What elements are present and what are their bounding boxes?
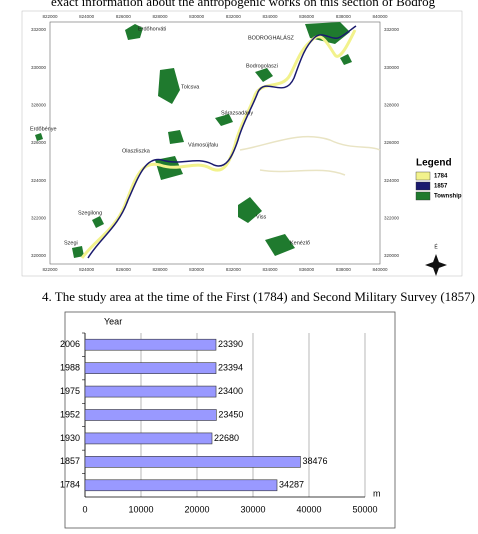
value-label: 23390	[218, 339, 243, 349]
map-x-label: 832000	[226, 14, 242, 19]
value-label: 22680	[214, 433, 239, 443]
x-tick-label: 40000	[296, 504, 321, 514]
bar	[84, 432, 213, 445]
river-1784	[80, 29, 357, 259]
map-y-label: 326000	[31, 140, 47, 145]
map-x-label: 836000	[299, 267, 315, 272]
map-x-label: 830000	[189, 14, 205, 19]
map-x-label: 840000	[372, 14, 388, 19]
x-tick-label: 30000	[240, 504, 265, 514]
legend-swatch	[415, 171, 431, 181]
place-label: Sárazsadány	[221, 110, 253, 116]
legend-label: 1857	[434, 184, 448, 190]
y-axis-title: Year	[104, 316, 122, 326]
map-y-label: 326000	[384, 140, 400, 145]
map-x-label: 826000	[116, 14, 132, 19]
map-x-label: 830000	[189, 267, 205, 272]
map-y-label: 322000	[384, 216, 400, 221]
bar	[84, 362, 217, 374]
legend-swatch	[415, 181, 431, 191]
map-y-label: 330000	[384, 65, 400, 70]
value-label: 23450	[218, 409, 243, 419]
caption: 4. The study area at the time of the Fir…	[42, 289, 475, 304]
y-tick-label: 1784	[60, 480, 80, 490]
map-y-label: 328000	[384, 103, 400, 108]
value-label: 23400	[218, 386, 243, 396]
map-x-label: 832000	[226, 267, 242, 272]
y-tick-label: 1857	[60, 456, 80, 466]
map-y-label: 330000	[31, 65, 47, 70]
map-x-label: 828000	[152, 14, 168, 19]
legend-swatch	[415, 191, 431, 201]
place-label: Kenézlő	[290, 240, 310, 246]
x-tick-label: 0	[82, 504, 87, 514]
map-x-label: 826000	[116, 267, 132, 272]
bar	[84, 479, 278, 492]
place-label: Olaszliszka	[122, 148, 151, 154]
top-text: exact information about the antropogenic…	[51, 0, 436, 9]
map-x-label: 822000	[42, 267, 58, 272]
map-y-label: 332000	[384, 27, 400, 32]
bar	[84, 385, 217, 398]
map-x-label: 824000	[79, 267, 95, 272]
map-y-label: 324000	[384, 178, 400, 183]
map-x-label: 836000	[299, 14, 315, 19]
map-frame	[49, 21, 381, 265]
y-tick-label: 2006	[60, 339, 80, 349]
y-tick-label: 1930	[60, 433, 80, 443]
compass-label: É	[434, 243, 438, 250]
legend-label: Township	[434, 194, 462, 200]
value-label: 23394	[218, 363, 243, 373]
x-tick-label: 50000	[352, 504, 377, 514]
river-1857	[87, 25, 357, 259]
bar	[84, 338, 217, 351]
map-x-label: 838000	[336, 14, 352, 19]
map-x-label: 828000	[152, 267, 168, 272]
y-tick-label: 1988	[60, 363, 80, 373]
map-y-label: 324000	[31, 178, 47, 183]
map-y-label: 328000	[31, 103, 47, 108]
map-x-label: 824000	[79, 14, 95, 19]
compass: É	[425, 243, 447, 276]
place-label: Szegilong	[78, 210, 102, 216]
legend-label: 1784	[434, 174, 448, 180]
bar	[84, 409, 217, 421]
place-label: BODROGHALÁSZ	[248, 34, 294, 41]
place-label: Szegi	[64, 240, 78, 246]
place-label: Erdőbénye	[30, 126, 57, 132]
x-tick-label: 20000	[184, 504, 209, 514]
map-x-label: 834000	[262, 14, 278, 19]
place-label: Vámosújfalu	[188, 142, 218, 148]
legend-items: 1784 1857 Township	[415, 171, 462, 201]
place-label: Erdőhorváti	[138, 26, 166, 32]
map-y-label: 332000	[31, 27, 47, 32]
x-tick-label: 10000	[128, 504, 153, 514]
map-y-label: 322000	[31, 216, 47, 221]
map-x-label: 822000	[42, 14, 58, 19]
place-label: Tolcsva	[181, 84, 200, 90]
map-legend: Legend 1784 1857 Township	[415, 158, 462, 201]
map-labels: Erdőhorváti BODROGHALÁSZ Bodrogolaszi To…	[30, 26, 310, 246]
value-label: 38476	[302, 456, 327, 466]
map-x-label: 838000	[336, 267, 352, 272]
legend-title: Legend	[416, 158, 452, 169]
map-x-label: 834000	[262, 267, 278, 272]
y-tick-label: 1975	[60, 386, 80, 396]
y-tick-label: 1952	[60, 409, 80, 419]
map: Erdőhorváti BODROGHALÁSZ Bodrogolaszi To…	[21, 10, 463, 277]
x-axis-title: m	[373, 488, 381, 498]
place-label: Viss	[256, 214, 267, 220]
bar	[84, 456, 301, 468]
map-x-label: 840000	[372, 267, 388, 272]
map-y-label: 320000	[31, 253, 47, 258]
value-label: 34287	[279, 480, 304, 490]
stream	[239, 135, 381, 176]
map-y-label: 320000	[384, 253, 400, 258]
place-label: Bodrogolaszi	[246, 63, 278, 69]
